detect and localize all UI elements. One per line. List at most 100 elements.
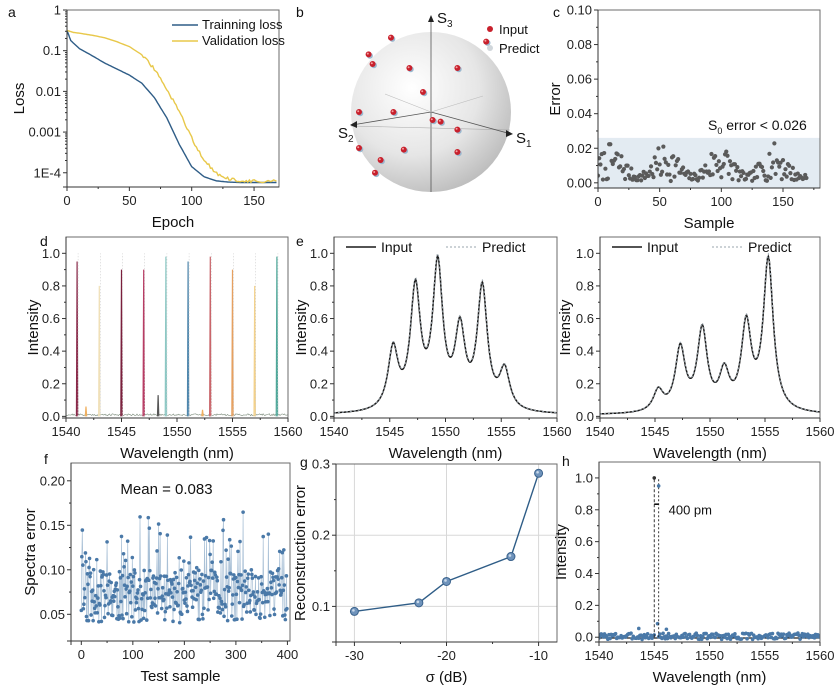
data-point [250, 576, 255, 580]
data-point [244, 585, 248, 589]
data-point [651, 175, 656, 180]
data-point [269, 586, 274, 590]
data-point [266, 532, 271, 536]
panel-h: 1540 1545 1550 1555 1560 0.0 0.2 0.4 0.6 0.8 1.0 Wa… [553, 461, 834, 686]
data-point [84, 559, 88, 564]
legend-label: Trainning loss [202, 17, 283, 32]
y-tick-label: 0.08 [567, 37, 592, 52]
data-point [211, 539, 216, 543]
panel-label-a: a [8, 4, 16, 20]
data-point [161, 597, 166, 602]
data-point-highlight [508, 554, 512, 557]
data-point [269, 580, 273, 585]
input-point [369, 61, 376, 67]
data-point [237, 600, 242, 605]
y-tick-label: 0.0 [310, 409, 328, 424]
data-point [693, 173, 698, 178]
data-point [89, 613, 93, 617]
data-point [657, 162, 662, 167]
data-point [618, 164, 623, 169]
data-point [270, 592, 274, 597]
data-point [94, 557, 99, 562]
s3-arrow [428, 15, 434, 22]
data-point [227, 585, 231, 590]
point-highlight [391, 110, 394, 113]
input-point [365, 51, 372, 58]
data-point [83, 595, 87, 600]
data-point [780, 158, 786, 163]
data-point [132, 568, 137, 572]
data-point [133, 571, 137, 575]
x-tick-label: 50 [122, 193, 136, 208]
data-point [635, 178, 640, 183]
y-tick-label: 0.6 [575, 534, 593, 549]
x-tick-label: 300 [225, 647, 247, 662]
data-point [128, 572, 133, 577]
data-point [534, 468, 544, 478]
data-point [139, 596, 144, 601]
data-point [678, 170, 683, 175]
y-tick-label: 0.4 [575, 566, 593, 581]
data-point [600, 177, 606, 182]
data-point [115, 588, 120, 592]
data-point [728, 637, 733, 642]
data-point [136, 606, 141, 611]
data-point [183, 590, 188, 595]
data-point [764, 178, 770, 183]
data-point [132, 620, 136, 624]
point-highlight [421, 90, 424, 93]
data-point [726, 632, 731, 637]
spectral-peak [120, 269, 123, 417]
plot-area-a [67, 29, 277, 184]
data-point [225, 618, 230, 623]
data-point [713, 154, 718, 159]
x-tick-label: -30 [345, 648, 364, 663]
data-point [610, 161, 615, 167]
data-point [688, 171, 693, 176]
data-point [171, 577, 176, 582]
y-tick-label: 0.0 [575, 630, 593, 645]
data-point [798, 637, 802, 641]
point-highlight [357, 110, 360, 113]
data-point [170, 595, 175, 599]
data-point [193, 585, 198, 590]
data-point [137, 577, 142, 582]
data-point [113, 594, 117, 599]
data-point [125, 539, 130, 543]
y-tick-label: 0.20 [40, 473, 65, 488]
data-point [270, 571, 275, 576]
s1-axis [430, 111, 512, 135]
data-point [142, 608, 147, 613]
y-axis-label: Loss [11, 83, 28, 115]
data-point [123, 595, 127, 599]
data-point [104, 573, 109, 577]
data-point [279, 591, 284, 595]
data-point [768, 175, 773, 180]
input-point [356, 145, 362, 151]
y-axis-label: Error [547, 82, 564, 115]
y-tick-label: 0.001 [28, 125, 61, 140]
plot-frame [333, 236, 558, 419]
data-point [664, 627, 669, 632]
data-point [219, 559, 223, 564]
x-tick-label: 1560 [806, 424, 835, 439]
panel-e: 1540 1545 1550 1555 1560 0.0 0.2 0.4 0.6 0.8 1.0 Wa… [293, 236, 571, 462]
y-tick-label: 0.00 [567, 175, 592, 190]
data-point [126, 619, 131, 624]
data-point [721, 161, 726, 167]
data-point [120, 613, 124, 617]
data-point [258, 612, 263, 616]
data-point-highlight [416, 600, 420, 604]
data-point [711, 632, 715, 637]
data-point [733, 632, 737, 636]
data-point [772, 141, 777, 146]
legend: Input Predict [612, 239, 792, 255]
y-tick-label: 0.06 [567, 72, 592, 87]
y-tick-label: 1.0 [576, 246, 594, 261]
legend-label: Validation loss [202, 33, 285, 48]
y-tick-label: 0.2 [575, 598, 593, 613]
data-point [619, 154, 624, 159]
data-point [755, 174, 760, 180]
data-point [506, 552, 516, 562]
